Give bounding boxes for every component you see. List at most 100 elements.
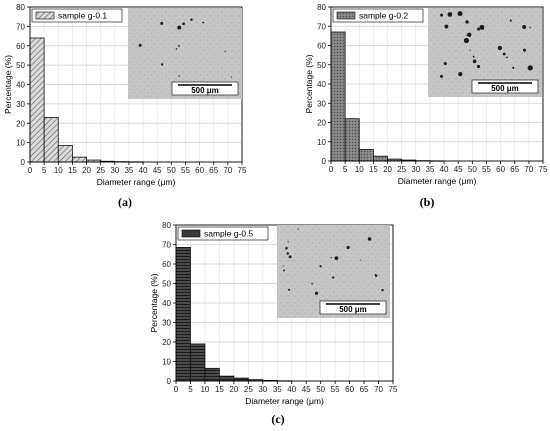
x-tick-label: 70 xyxy=(223,166,232,175)
pore xyxy=(440,13,444,17)
legend-label: sample g-0.2 xyxy=(359,11,408,21)
x-tick-label: 75 xyxy=(389,385,398,394)
bar xyxy=(175,247,191,382)
x-tick-label: 30 xyxy=(258,385,267,394)
bar xyxy=(190,343,206,382)
y-tick-label: 30 xyxy=(16,100,25,109)
pore xyxy=(506,56,508,59)
x-tick-label: 5 xyxy=(42,166,47,175)
pore xyxy=(175,48,178,50)
pore xyxy=(509,19,512,22)
x-tick-label: 40 xyxy=(139,166,148,175)
legend-box xyxy=(31,8,123,23)
pore xyxy=(288,255,292,259)
pore xyxy=(138,43,142,47)
y-tick-label: 0 xyxy=(21,158,26,167)
x-tick-label: 20 xyxy=(82,166,91,175)
legend: sample g-0.2 xyxy=(332,8,424,23)
x-tick-label: 20 xyxy=(383,165,392,174)
y-tick-label: 40 xyxy=(317,80,326,89)
pore xyxy=(311,282,313,285)
micrograph-inset: 500 μm xyxy=(128,8,242,99)
pore xyxy=(472,55,475,58)
y-tick-label: 60 xyxy=(317,42,326,51)
pore xyxy=(497,45,503,51)
x-tick-label: 45 xyxy=(302,385,311,394)
y-axis-label: Percentage (%) xyxy=(149,273,159,332)
pore xyxy=(359,259,361,261)
x-tick-label: 65 xyxy=(360,385,369,394)
legend-box xyxy=(332,8,424,23)
x-tick-label: 25 xyxy=(244,385,253,394)
pore xyxy=(465,34,467,36)
x-tick-label: 70 xyxy=(374,385,383,394)
x-tick-label: 10 xyxy=(355,165,364,174)
x-tick-label: 45 xyxy=(454,165,463,174)
legend-swatch xyxy=(181,229,201,238)
bar xyxy=(43,117,59,163)
bar xyxy=(218,375,235,382)
y-tick-label: 0 xyxy=(322,157,327,166)
pore xyxy=(444,24,449,29)
x-tick-label: 0 xyxy=(329,165,334,174)
scale-bar-label: 500 μm xyxy=(339,305,367,314)
legend-swatch xyxy=(336,11,356,20)
y-tick-label: 10 xyxy=(16,139,25,148)
panel-caption: (c) xyxy=(271,412,284,426)
y-tick-label: 60 xyxy=(16,42,25,51)
x-tick-label: 65 xyxy=(510,165,519,174)
pore xyxy=(319,265,322,268)
pore xyxy=(367,237,372,241)
x-tick-label: 50 xyxy=(167,166,176,175)
pore xyxy=(297,228,299,230)
pore xyxy=(479,24,485,30)
y-tick-label: 40 xyxy=(16,81,25,90)
bar xyxy=(29,37,45,163)
legend: sample g-0.1 xyxy=(31,8,123,23)
pore xyxy=(286,252,289,255)
x-tick-label: 0 xyxy=(28,166,33,175)
pore xyxy=(190,18,193,21)
x-tick-label: 15 xyxy=(215,385,224,394)
bar xyxy=(330,31,346,162)
x-axis-label: Diameter range (μm) xyxy=(245,396,324,406)
pore xyxy=(314,291,319,295)
pore xyxy=(522,24,527,29)
x-tick-label: 60 xyxy=(496,165,505,174)
y-tick-label: 10 xyxy=(162,358,171,367)
bar xyxy=(204,367,220,382)
pore xyxy=(334,256,339,260)
pore xyxy=(443,62,447,66)
pore xyxy=(463,37,470,44)
y-tick-label: 60 xyxy=(162,260,171,269)
x-tick-label: 60 xyxy=(195,166,204,175)
y-tick-label: 20 xyxy=(16,119,25,128)
x-tick-label: 20 xyxy=(229,385,238,394)
pore xyxy=(476,64,481,69)
panel-caption: (a) xyxy=(118,195,132,209)
x-tick-label: 15 xyxy=(68,166,77,175)
x-tick-label: 75 xyxy=(238,166,247,175)
x-tick-label: 55 xyxy=(181,166,190,175)
x-tick-label: 60 xyxy=(345,385,354,394)
y-tick-label: 30 xyxy=(317,99,326,108)
bar xyxy=(72,156,87,163)
y-tick-label: 30 xyxy=(162,319,171,328)
pore xyxy=(381,288,384,292)
pore xyxy=(161,63,164,66)
pore xyxy=(287,241,289,243)
x-tick-label: 15 xyxy=(369,165,378,174)
pore xyxy=(465,20,469,24)
pore xyxy=(447,12,453,17)
x-tick-label: 40 xyxy=(440,165,449,174)
pore xyxy=(469,49,471,51)
y-tick-label: 20 xyxy=(162,338,171,347)
micrograph-inset: 500 μm xyxy=(277,225,390,318)
pore xyxy=(332,276,335,279)
y-tick-label: 70 xyxy=(162,241,171,250)
y-tick-label: 80 xyxy=(162,221,171,230)
scale-bar-label: 500 μm xyxy=(191,86,219,95)
